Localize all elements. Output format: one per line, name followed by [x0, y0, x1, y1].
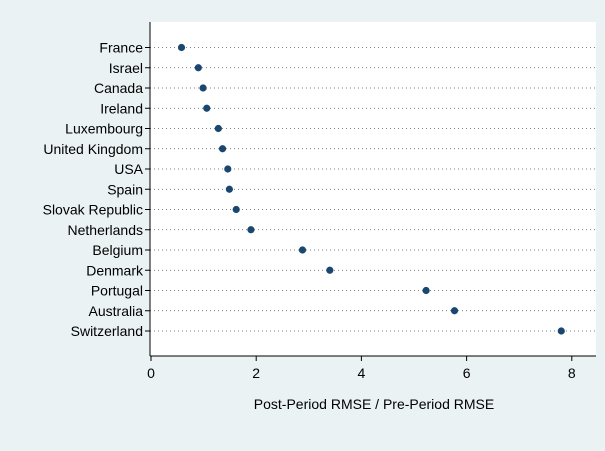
data-point [422, 286, 430, 295]
y-tick-label: Canada [94, 80, 143, 96]
y-tick-label: Belgium [92, 242, 143, 258]
y-tick-label: France [99, 40, 143, 56]
data-point [177, 43, 186, 52]
y-tick-label: Ireland [100, 100, 143, 116]
y-tick-label: USA [114, 161, 143, 177]
x-tick-label: 8 [568, 365, 576, 381]
y-tick-label: United Kingdom [43, 141, 143, 157]
plot-area [150, 22, 596, 356]
y-tick-label: Netherlands [68, 222, 144, 238]
data-point [557, 327, 565, 335]
data-point [298, 246, 307, 254]
x-tick-label: 6 [463, 365, 471, 381]
data-point [450, 307, 459, 315]
data-point [194, 64, 202, 72]
data-point [214, 124, 222, 133]
data-point [225, 185, 233, 193]
y-tick-label: Israel [109, 60, 143, 76]
data-point [247, 226, 255, 234]
y-tick-label: Luxembourg [65, 121, 143, 137]
data-point [203, 104, 211, 112]
data-point [224, 165, 232, 173]
y-tick-label: Slovak Republic [43, 202, 143, 218]
data-point [199, 84, 207, 92]
data-point [218, 145, 227, 153]
y-tick-label: Australia [89, 303, 144, 319]
y-tick-label: Denmark [86, 262, 144, 278]
x-tick-label: 4 [358, 365, 366, 381]
y-tick-label: Switzerland [71, 323, 143, 339]
x-axis-label: Post-Period RMSE / Pre-Period RMSE [254, 396, 494, 412]
y-tick-label: Spain [107, 181, 143, 197]
y-tick-label: Portugal [91, 283, 143, 299]
x-tick-label: 0 [147, 365, 155, 381]
data-point [232, 205, 240, 214]
data-point [326, 266, 334, 274]
x-tick-label: 2 [252, 365, 260, 381]
